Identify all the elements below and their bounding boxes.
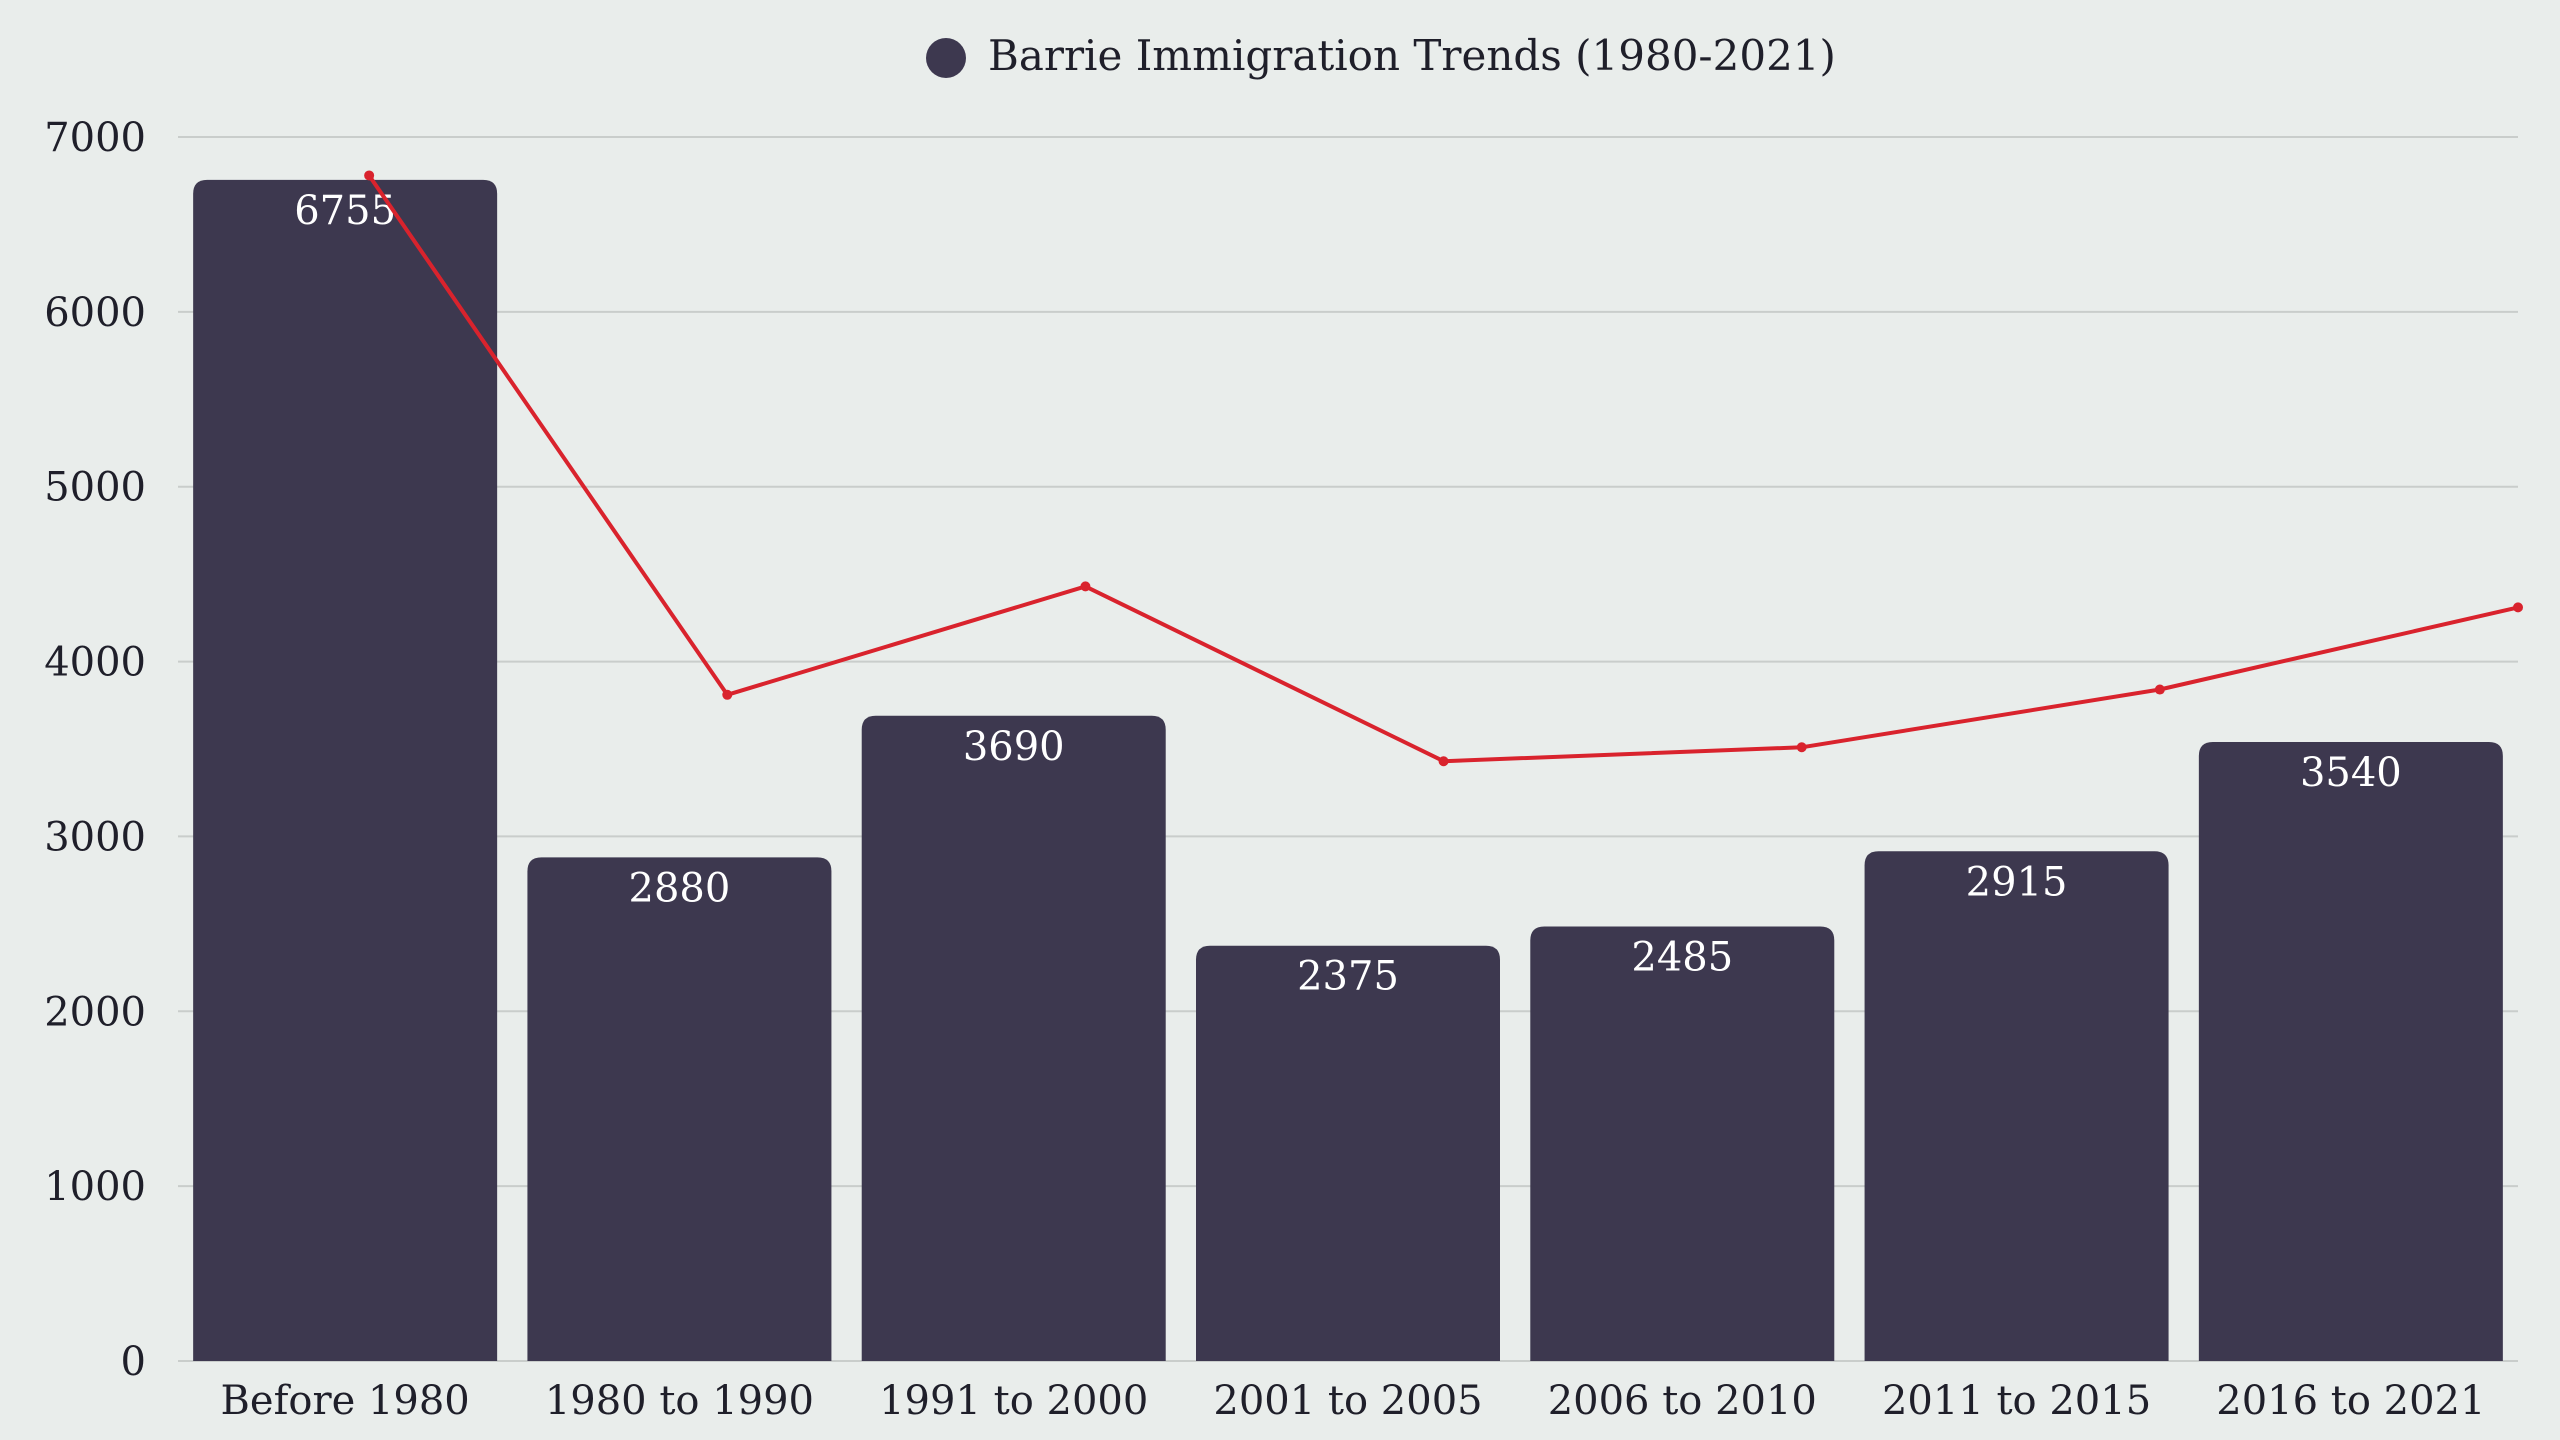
line-point-6 xyxy=(2513,602,2523,613)
x-tick-label-4: 2006 to 2010 xyxy=(1548,1378,1817,1424)
x-tick-label-6: 2016 to 2021 xyxy=(2216,1378,2485,1424)
bar-4 xyxy=(1530,926,1835,1361)
bar-2 xyxy=(861,715,1166,1361)
y-tick-label-7000: 7000 xyxy=(44,115,146,161)
bar-value-label-4: 2485 xyxy=(1631,934,1733,980)
bar-value-label-2: 3690 xyxy=(963,724,1065,770)
line-path xyxy=(367,174,2519,764)
bar-value-label-3: 2375 xyxy=(1297,954,1399,1000)
bar-1 xyxy=(527,857,832,1361)
bar-value-label-6: 3540 xyxy=(2300,750,2402,796)
bar-5 xyxy=(1864,851,2169,1361)
x-tick-label-1: 1980 to 1990 xyxy=(545,1378,814,1424)
line-point-2 xyxy=(1080,581,1091,592)
bar-0 xyxy=(193,179,498,1362)
bar-value-label-5: 2915 xyxy=(1966,859,2068,905)
bar-3 xyxy=(1196,945,1500,1361)
bar-labels: 6755 2880 3690 2375 2485 2915 3540 xyxy=(294,188,2402,1000)
y-tick-label-1000: 1000 xyxy=(44,1164,146,1210)
y-tick-label-5000: 5000 xyxy=(44,465,146,511)
x-tick-label-5: 2011 to 2015 xyxy=(1882,1378,2151,1424)
x-tick-label-2: 1991 to 2000 xyxy=(879,1378,1148,1424)
y-tick-label-3000: 3000 xyxy=(44,814,146,860)
line-point-0 xyxy=(364,170,375,181)
line-point-1 xyxy=(722,689,733,700)
y-axis: 0 1000 2000 3000 4000 5000 6000 7000 xyxy=(44,115,146,1385)
bars xyxy=(193,179,2503,1362)
y-tick-label-0: 0 xyxy=(121,1339,146,1385)
x-axis: Before 1980 1980 to 1990 1991 to 2000 2001 … xyxy=(221,1378,2486,1424)
line-point-4 xyxy=(1796,742,1807,753)
line-series xyxy=(364,170,2523,767)
x-tick-label-3: 2001 to 2005 xyxy=(1213,1378,1482,1424)
y-tick-label-2000: 2000 xyxy=(44,989,146,1035)
line-point-5 xyxy=(2154,684,2165,695)
y-tick-label-4000: 4000 xyxy=(44,640,146,686)
legend-label: Barrie Immigration Trends (1980-2021) xyxy=(988,31,1836,80)
legend-swatch-bars xyxy=(926,38,966,78)
legend: Barrie Immigration Trends (1980-2021) xyxy=(926,31,1836,80)
bar-value-label-1: 2880 xyxy=(629,865,731,911)
bar-value-label-0: 6755 xyxy=(294,188,396,234)
bar-6 xyxy=(2198,742,2503,1361)
x-tick-label-0: Before 1980 xyxy=(221,1378,470,1424)
line-point-3 xyxy=(1438,756,1449,767)
y-tick-label-6000: 6000 xyxy=(44,290,146,336)
